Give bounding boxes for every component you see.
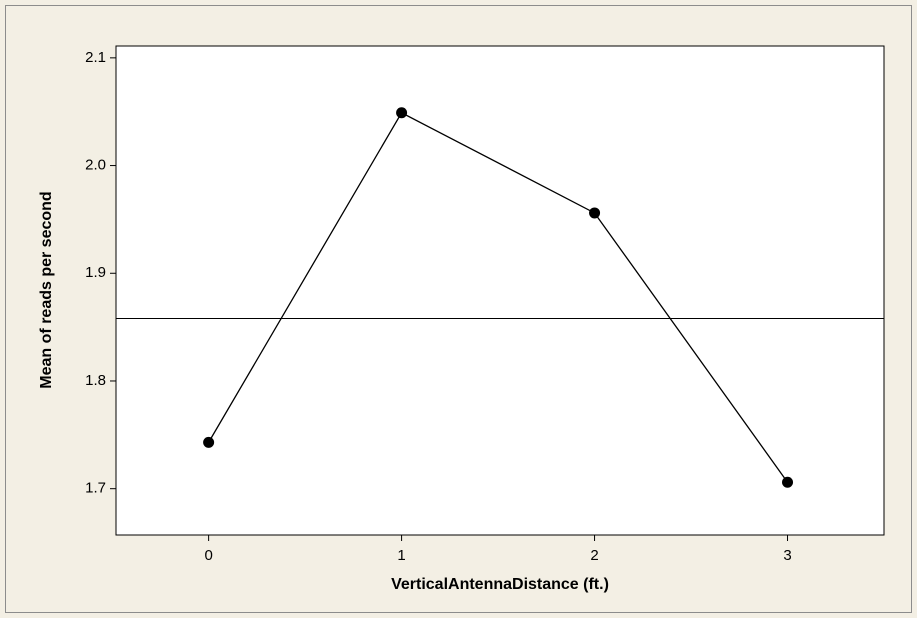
x-axis-title: VerticalAntennaDistance (ft.) xyxy=(391,576,609,593)
point xyxy=(396,107,408,119)
x-tick-label: 2 xyxy=(590,547,598,564)
y-axis-title: Mean of reads per second xyxy=(38,191,55,388)
y-tick-label: 2.0 xyxy=(85,157,106,174)
point xyxy=(782,476,794,488)
y-tick-label: 1.9 xyxy=(85,264,106,281)
y-tick-label: 1.7 xyxy=(85,480,106,497)
point xyxy=(203,436,215,448)
x-tick-label: 3 xyxy=(783,547,791,564)
x-tick-label: 1 xyxy=(397,547,405,564)
plot-area xyxy=(115,45,885,536)
series-line xyxy=(208,111,789,483)
y-tick-label: 1.8 xyxy=(85,372,106,389)
frame xyxy=(5,5,912,613)
point xyxy=(589,207,601,219)
y-tick-label: 2.1 xyxy=(85,49,106,66)
x-tick-label: 0 xyxy=(204,547,212,564)
